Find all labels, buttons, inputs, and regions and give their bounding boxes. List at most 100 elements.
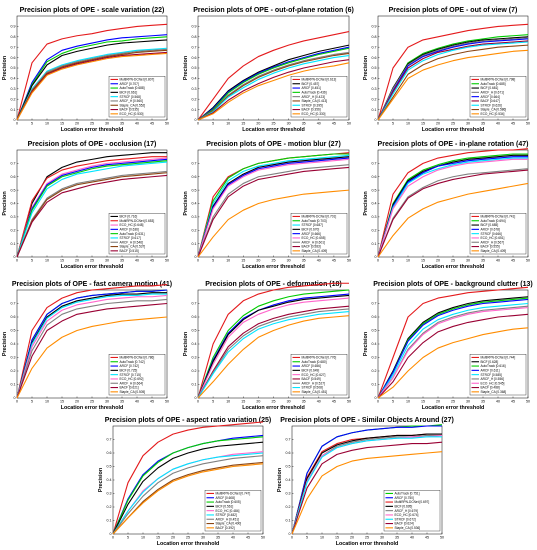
x-axis-label: Location error threshold bbox=[61, 405, 124, 411]
legend-entry: BACF [0.392] bbox=[216, 526, 235, 530]
x-tick-label: 40 bbox=[317, 400, 321, 404]
y-tick-label: 0.6 bbox=[372, 56, 377, 60]
legend-box bbox=[108, 354, 166, 396]
x-tick-label: 50 bbox=[261, 536, 265, 540]
x-tick-label: 5 bbox=[212, 122, 214, 126]
x-tick-label: 10 bbox=[406, 259, 410, 263]
legend-entry: ECO_HC [0.534] bbox=[481, 112, 505, 116]
x-tick-label: 20 bbox=[256, 400, 260, 404]
x-tick-label: 35 bbox=[395, 536, 399, 540]
series-line-3 bbox=[291, 433, 442, 535]
x-tick-label: 40 bbox=[317, 122, 321, 126]
y-tick-label: 0 bbox=[195, 255, 197, 259]
y-tick-label: 0.7 bbox=[11, 45, 16, 49]
legend-entry: ARCF [0.678] bbox=[481, 227, 500, 231]
x-tick-label: 15 bbox=[241, 122, 245, 126]
legend-entry: AutoTrack [0.742] bbox=[120, 360, 145, 364]
chart-title: Precision plots of OPE - motion blur (27… bbox=[206, 141, 341, 148]
x-tick-label: 20 bbox=[436, 122, 440, 126]
x-tick-label: 45 bbox=[332, 122, 336, 126]
y-tick-label: 0.1 bbox=[372, 383, 377, 387]
legend-entry: ARCF [0.664] bbox=[481, 95, 500, 99]
x-tick-label: 30 bbox=[466, 122, 470, 126]
y-tick-label: 0.4 bbox=[107, 478, 112, 482]
y-tick-label: 0.4 bbox=[372, 77, 377, 81]
series-line-6 bbox=[197, 164, 350, 258]
y-tick-label: 0.2 bbox=[11, 369, 16, 373]
y-tick-label: 0.5 bbox=[11, 188, 16, 192]
y-tick-label: 0.3 bbox=[107, 492, 112, 496]
y-tick-label: 0.4 bbox=[372, 342, 377, 346]
x-axis-label: Location error threshold bbox=[422, 405, 485, 411]
legend-entry: ARCF [0.611] bbox=[481, 368, 500, 372]
legend-entry: ECO_HC [0.648] bbox=[120, 223, 144, 227]
y-tick-label: 0 bbox=[375, 255, 377, 259]
legend-entry: ECO_HC [0.484] bbox=[216, 509, 240, 513]
series-line-8 bbox=[197, 62, 350, 121]
x-tick-label: 10 bbox=[45, 259, 49, 263]
legend-entry: BACF [0.621] bbox=[120, 386, 139, 390]
x-tick-label: 0 bbox=[112, 536, 114, 540]
series-line-2 bbox=[377, 36, 529, 121]
x-tick-label: 50 bbox=[526, 122, 530, 126]
x-tick-label: 5 bbox=[392, 400, 394, 404]
x-tick-label: 35 bbox=[302, 259, 306, 263]
legend-entry: STRCF [0.715] bbox=[120, 373, 141, 377]
x-tick-label: 35 bbox=[216, 536, 220, 540]
x-tick-label: 15 bbox=[156, 536, 160, 540]
x-tick-label: 45 bbox=[511, 259, 515, 263]
y-tick-label: 0.3 bbox=[192, 356, 197, 360]
y-tick-label: 0.1 bbox=[192, 383, 197, 387]
series-line-0 bbox=[112, 421, 264, 535]
series-line-7 bbox=[197, 166, 350, 258]
y-tick-label: 0.5 bbox=[372, 188, 377, 192]
legend-entry: AutoTrack [0.694] bbox=[481, 219, 506, 223]
series-line-4 bbox=[197, 157, 350, 258]
y-tick-label: 0 bbox=[375, 118, 377, 122]
series-line-4 bbox=[197, 297, 350, 399]
chart-title: Precision plots of OPE - aspect ratio va… bbox=[105, 417, 272, 424]
legend-entry: ARCF [0.742] bbox=[120, 364, 139, 368]
y-tick-label: 0.7 bbox=[107, 438, 112, 442]
x-tick-label: 50 bbox=[526, 400, 530, 404]
series-line-3 bbox=[16, 39, 168, 121]
x-tick-label: 45 bbox=[425, 536, 429, 540]
legend-box bbox=[108, 76, 166, 118]
legend-entry: MultiRPN-DCNet [0.701] bbox=[302, 215, 337, 219]
y-tick-label: 0.6 bbox=[372, 315, 377, 319]
y-tick-label: 0.1 bbox=[11, 242, 16, 246]
series-line-8 bbox=[377, 327, 529, 399]
series-line-5 bbox=[16, 161, 168, 258]
legend-entry: ARCF_H [0.671] bbox=[481, 90, 504, 94]
x-tick-label: 30 bbox=[287, 122, 291, 126]
y-tick-label: 0.3 bbox=[11, 87, 16, 91]
y-tick-label: 0.3 bbox=[11, 356, 16, 360]
legend-entry: STRCF [0.666] bbox=[481, 232, 502, 236]
legend-entry: ECO_HC [0.627] bbox=[302, 373, 326, 377]
series-line-8 bbox=[16, 316, 168, 399]
y-tick-label: 0.1 bbox=[107, 519, 112, 523]
legend-entry: ARCF [0.451] bbox=[302, 86, 321, 90]
series-line-8 bbox=[16, 174, 168, 258]
x-axis-label: Location error threshold bbox=[61, 127, 124, 133]
series-line-6 bbox=[197, 308, 350, 399]
x-tick-label: 15 bbox=[241, 400, 245, 404]
legend-entry: ECO_HC [0.674] bbox=[395, 513, 419, 517]
x-tick-label: 10 bbox=[226, 122, 230, 126]
y-tick-label: 0.6 bbox=[192, 175, 197, 179]
legend-entry: MultiRPN-DCNet [0.776] bbox=[302, 356, 337, 360]
chart-panel-6: Precision plots of OPE - fast camera mot… bbox=[2, 281, 172, 411]
legend-entry: Staple_CA [0.586] bbox=[481, 108, 507, 112]
chart-panel-10: Precision plots of OPE - Similar Objects… bbox=[277, 417, 454, 547]
series-line-6 bbox=[112, 455, 264, 535]
series-line-1 bbox=[377, 296, 529, 399]
x-tick-label: 20 bbox=[350, 536, 354, 540]
legend-entry: Staple_CA [0.368] bbox=[481, 390, 507, 394]
series-line-7 bbox=[197, 59, 350, 121]
y-tick-label: 0.2 bbox=[107, 505, 112, 509]
chart-title: Precision plots of OPE - Similar Objects… bbox=[280, 417, 454, 424]
x-tick-label: 30 bbox=[380, 536, 384, 540]
x-tick-label: 5 bbox=[392, 259, 394, 263]
series-line-6 bbox=[377, 168, 529, 258]
y-tick-label: 0.6 bbox=[11, 175, 16, 179]
